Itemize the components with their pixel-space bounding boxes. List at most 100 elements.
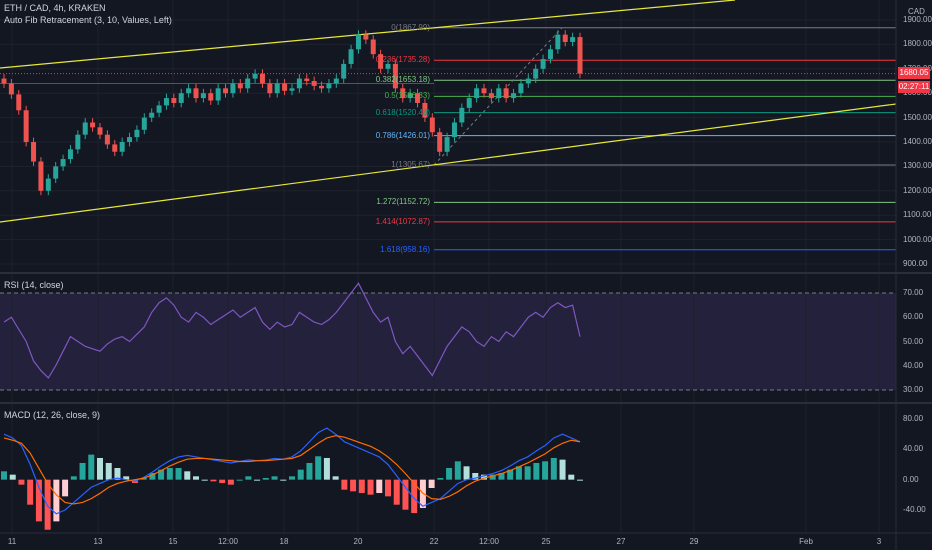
macd-histogram-bar <box>254 479 261 481</box>
candle-body <box>38 161 44 191</box>
candle-body <box>119 142 125 152</box>
candle-body <box>525 78 531 84</box>
candle-body <box>474 88 480 99</box>
macd-histogram-bar <box>97 457 103 480</box>
candle-body <box>422 102 428 118</box>
time-tick-label: 11 <box>7 537 17 546</box>
candle-body <box>570 37 576 42</box>
candle-body <box>186 88 192 94</box>
candle-body <box>341 63 347 79</box>
candle-body <box>31 142 37 162</box>
candle-body <box>466 98 472 108</box>
candle-body <box>540 59 546 69</box>
macd-histogram-bar <box>140 477 147 480</box>
macd-histogram-bar <box>219 479 226 484</box>
fib-label-0.5: 0.5(1586.83) <box>384 91 430 101</box>
candle-body <box>230 83 236 94</box>
candle-body <box>289 88 295 91</box>
candle-body <box>237 83 243 89</box>
symbol-title[interactable]: ETH / CAD, 4h, KRAKEN <box>4 3 106 13</box>
macd-histogram-bar <box>577 479 583 481</box>
macd-histogram-bar <box>533 462 540 480</box>
candle-body <box>533 68 539 79</box>
candle-body <box>267 83 273 94</box>
macd-histogram-bar <box>193 476 199 480</box>
macd-histogram-bar <box>411 479 418 514</box>
candle-body <box>296 78 302 89</box>
macd-histogram-bar <box>210 479 217 482</box>
macd-histogram-bar <box>393 479 400 505</box>
price-tick-label: 1400.00 <box>903 137 932 146</box>
signal-line <box>3 435 581 505</box>
macd-histogram-bar <box>559 459 566 480</box>
macd-histogram-bar <box>550 457 557 480</box>
macd-histogram-bar <box>481 474 487 480</box>
price-tick-label: 1900.00 <box>903 15 932 24</box>
candle-body <box>127 137 133 142</box>
time-tick-label: 15 <box>168 537 178 546</box>
time-tick-label: 18 <box>279 537 289 546</box>
candle-body <box>53 166 59 179</box>
macd-histogram-bar <box>175 467 182 480</box>
macd-histogram-bar <box>376 479 383 494</box>
time-tick-label: 12:00 <box>217 537 239 546</box>
price-tick-label: 1000.00 <box>903 234 932 244</box>
macd-histogram-bar <box>385 479 391 497</box>
candle-body <box>282 83 288 91</box>
macd-histogram-bar <box>289 476 295 480</box>
rsi-line-group <box>0 282 896 391</box>
candle-body <box>562 34 568 42</box>
macd-histogram-bar <box>62 479 69 497</box>
macd-title[interactable]: MACD (12, 26, close, 9) <box>4 410 101 420</box>
indicator-title[interactable]: Auto Fib Retracement (3, 10, Values, Lef… <box>4 15 172 25</box>
macd-histogram-bar <box>306 462 313 480</box>
time-tick-label: 25 <box>541 537 551 546</box>
time-tick-label: 27 <box>616 537 626 546</box>
candle-body <box>555 34 561 50</box>
macd-histogram-bar <box>402 479 409 510</box>
rsi-title[interactable]: RSI (14, close) <box>4 280 64 290</box>
macd-histogram-bar <box>542 461 549 480</box>
fib-label-1.414: 1.414(1072.87) <box>375 216 430 226</box>
candle-body <box>577 37 583 74</box>
price-tick-label: 1100.00 <box>903 210 932 220</box>
candle-body <box>60 159 66 167</box>
macd-histogram-bar <box>341 479 348 490</box>
macd-histogram-bar <box>498 472 505 480</box>
candle-body <box>370 39 376 55</box>
channel-lines <box>0 0 897 223</box>
macd-histogram-bar <box>332 476 339 480</box>
macd-histogram-bar <box>524 466 531 480</box>
macd-histogram-bar <box>568 474 575 480</box>
candle-body <box>223 88 229 94</box>
fib-label-1.272: 1.272(1152.72) <box>376 197 430 207</box>
candle-body <box>208 93 214 101</box>
candle-body <box>134 129 140 138</box>
candle-body <box>163 98 169 106</box>
candle-body <box>392 63 398 89</box>
macd-histogram-bar <box>1 471 7 480</box>
pane-separators <box>0 272 932 404</box>
candle-body <box>112 144 118 152</box>
fib-label-0.236: 0.236(1735.28) <box>375 55 430 65</box>
macd-histogram-bar <box>18 479 25 485</box>
macd-histogram-bar <box>201 479 208 481</box>
macd-histogram-bar <box>227 479 234 485</box>
time-tick-label: 29 <box>689 537 699 546</box>
time-tick-label: 12:00 <box>478 537 500 546</box>
candle-body <box>429 117 435 133</box>
fib-lines <box>0 27 896 251</box>
candle-body <box>104 134 110 145</box>
macd-histogram-bar <box>437 477 444 480</box>
fib-label-1.618: 1.618(958.16) <box>380 244 430 254</box>
current-price-badge: 1680.05 <box>898 67 930 79</box>
macd-histogram-bar <box>114 467 121 480</box>
candle-body <box>363 34 369 40</box>
price-tick-label: 1200.00 <box>903 185 932 195</box>
time-tick-label: Feb <box>799 537 813 546</box>
candle-body <box>200 93 206 99</box>
candle-body <box>252 73 258 79</box>
fib-label-1: 1(1305.67) <box>391 160 430 170</box>
currency-label: CAD <box>908 7 925 16</box>
